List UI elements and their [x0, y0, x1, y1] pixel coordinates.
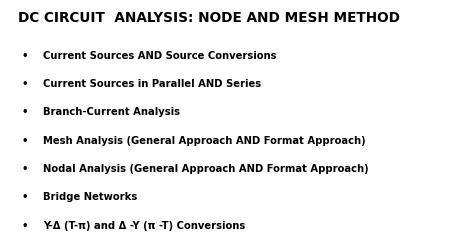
Text: Mesh Analysis (General Approach AND Format Approach): Mesh Analysis (General Approach AND Form…	[43, 135, 365, 145]
Text: •: •	[22, 192, 28, 202]
Text: •: •	[22, 220, 28, 230]
Text: •: •	[22, 79, 28, 89]
Text: Current Sources in Parallel AND Series: Current Sources in Parallel AND Series	[43, 79, 261, 89]
Text: •: •	[22, 163, 28, 173]
Text: Y-Δ (T-π) and Δ -Y (π -T) Conversions: Y-Δ (T-π) and Δ -Y (π -T) Conversions	[43, 220, 245, 230]
Text: Current Sources AND Source Conversions: Current Sources AND Source Conversions	[43, 50, 276, 60]
Text: •: •	[22, 135, 28, 145]
Text: •: •	[22, 50, 28, 60]
Text: DC CIRCUIT  ANALYSIS: NODE AND MESH METHOD: DC CIRCUIT ANALYSIS: NODE AND MESH METHO…	[18, 11, 400, 25]
Text: Branch-Current Analysis: Branch-Current Analysis	[43, 107, 180, 117]
Text: Nodal Analysis (General Approach AND Format Approach): Nodal Analysis (General Approach AND For…	[43, 163, 369, 173]
Text: •: •	[22, 107, 28, 117]
Text: Bridge Networks: Bridge Networks	[43, 192, 137, 202]
